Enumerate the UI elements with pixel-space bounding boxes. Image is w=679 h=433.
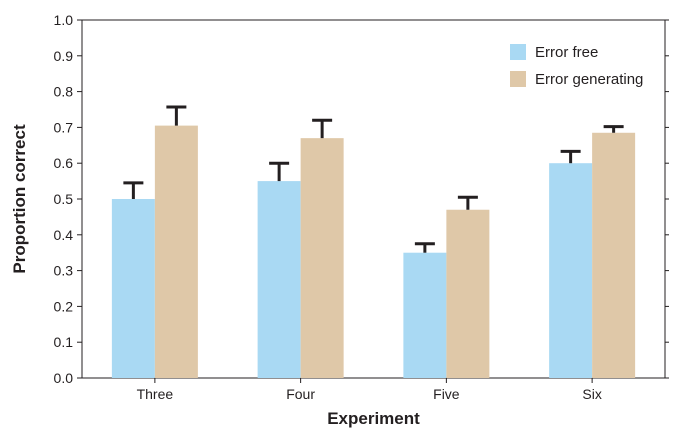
y-tick-label: 1.0	[54, 12, 74, 28]
x-tick-label: Four	[286, 386, 315, 402]
x-tick-label: Three	[137, 386, 174, 402]
legend: Error free Error generating	[510, 44, 643, 88]
y-tick-label: 0.3	[54, 263, 74, 279]
y-tick-label: 0.2	[54, 298, 74, 314]
bars	[111, 105, 636, 378]
legend-label: Error generating	[535, 71, 643, 88]
y-tick-label: 0.4	[54, 227, 74, 243]
y-tick-label: 0.0	[54, 370, 74, 386]
y-tick-label: 0.1	[54, 334, 74, 350]
x-axis-title: Experiment	[327, 409, 420, 428]
y-tick-label: 0.8	[54, 84, 74, 100]
legend-swatch	[510, 44, 526, 60]
legend-label: Error free	[535, 44, 598, 61]
y-tick-label: 0.5	[54, 191, 74, 207]
bar	[154, 125, 198, 378]
x-axis-ticks: Three Four Five Six	[137, 378, 602, 402]
y-axis-title: Proportion correct	[10, 124, 29, 274]
y-axis-ticks: 0.0 0.1 0.2 0.3 0.4 0.5 0.6 0.7 0.8 0.9 1.0	[54, 12, 669, 386]
x-tick-label: Five	[433, 386, 460, 402]
y-tick-label: 0.9	[54, 48, 74, 64]
bar	[257, 181, 301, 378]
bar	[592, 132, 636, 378]
y-tick-label: 0.6	[54, 155, 74, 171]
legend-swatch	[510, 71, 526, 87]
bar	[446, 209, 490, 378]
bar	[549, 163, 593, 378]
x-tick-label: Six	[582, 386, 601, 402]
bar	[111, 199, 155, 378]
y-tick-label: 0.7	[54, 119, 74, 135]
bar	[403, 252, 447, 378]
bar	[300, 138, 344, 378]
